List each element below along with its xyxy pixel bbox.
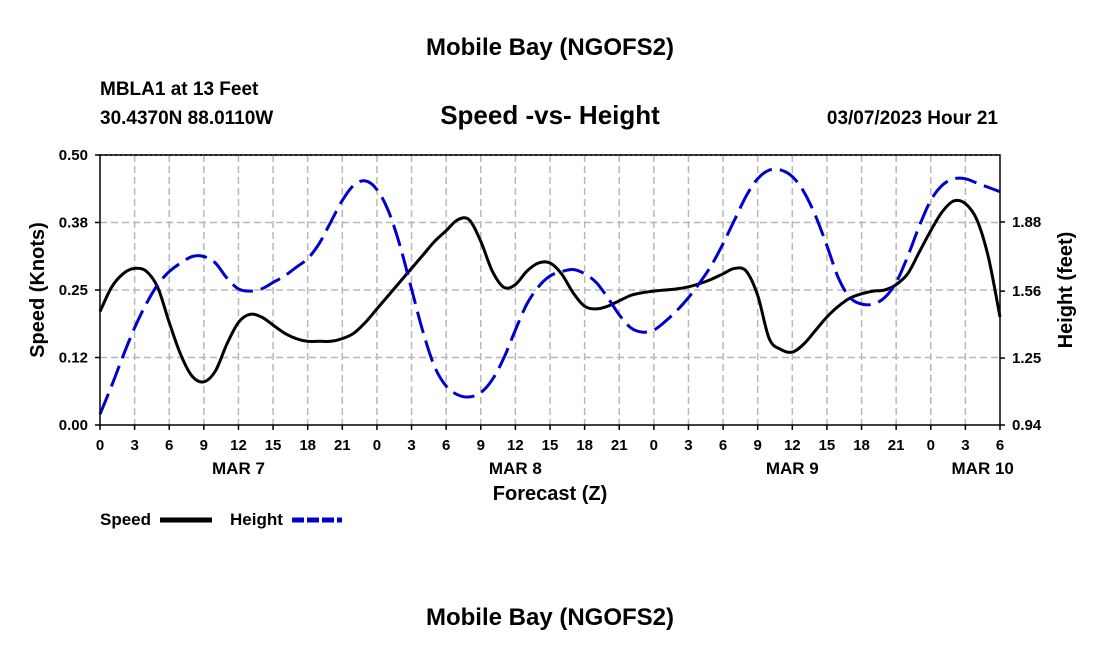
y-left-tick-label: 0.38 bbox=[59, 215, 88, 232]
x-tick-label: 21 bbox=[888, 437, 905, 454]
datetime-label: 03/07/2023 Hour 21 bbox=[827, 108, 999, 129]
x-tick-label: 3 bbox=[684, 437, 692, 454]
y-right-tick-label: 1.88 bbox=[1012, 214, 1041, 231]
series-line-speed bbox=[98, 198, 1002, 384]
x-tick-label: 15 bbox=[265, 437, 282, 454]
x-tick-label: 9 bbox=[754, 437, 762, 454]
x-tick-label: 0 bbox=[650, 437, 658, 454]
y-right-tick-label: 1.56 bbox=[1012, 283, 1041, 300]
grid bbox=[100, 155, 1000, 425]
x-tick-label: 3 bbox=[961, 437, 969, 454]
x-tick-label: 21 bbox=[334, 437, 351, 454]
x-tick-label: 0 bbox=[927, 437, 935, 454]
x-tick-label: 6 bbox=[996, 437, 1004, 454]
x-tick-label: 12 bbox=[784, 437, 801, 454]
date-label: MAR 9 bbox=[766, 459, 819, 478]
series-line-height bbox=[98, 167, 1001, 415]
y-left-tick-label: 0.25 bbox=[59, 282, 88, 299]
legend-height-label: Height bbox=[230, 510, 283, 529]
x-tick-label: 21 bbox=[611, 437, 628, 454]
legend: Speed Height bbox=[100, 510, 342, 529]
x-tick-label: 9 bbox=[477, 437, 485, 454]
top-title: Mobile Bay (NGOFS2) bbox=[426, 34, 674, 61]
x-tick-label: 15 bbox=[819, 437, 836, 454]
x-tick-label: 18 bbox=[299, 437, 316, 454]
x-tick-label: 18 bbox=[853, 437, 870, 454]
x-tick-label: 15 bbox=[542, 437, 559, 454]
chart-title: Speed -vs- Height bbox=[440, 100, 660, 130]
y-right-axis-title: Height (feet) bbox=[1055, 232, 1077, 349]
date-label: MAR 7 bbox=[212, 459, 265, 478]
x-tick-label: 18 bbox=[576, 437, 593, 454]
x-tick-label: 12 bbox=[507, 437, 524, 454]
station-label: MBLA1 at 13 Feet bbox=[100, 79, 259, 100]
x-tick-label: 6 bbox=[719, 437, 727, 454]
x-tick-label: 3 bbox=[407, 437, 415, 454]
y-left-tick-label: 0.12 bbox=[59, 350, 88, 367]
x-tick-label: 12 bbox=[230, 437, 247, 454]
date-label: MAR 10 bbox=[952, 459, 1014, 478]
bottom-title: Mobile Bay (NGOFS2) bbox=[426, 604, 674, 631]
y-right-tick-label: 1.25 bbox=[1012, 350, 1041, 367]
x-tick-label: 6 bbox=[165, 437, 173, 454]
x-tick-label: 6 bbox=[442, 437, 450, 454]
axes: 0 3 6 9 12 15 18 21 0 3 6 9 12 15 18 21 0 3 6 9 12 15 18 21 0 3 60… bbox=[59, 147, 1042, 478]
x-axis-title: Forecast (Z) bbox=[493, 483, 607, 505]
x-tick-label: 3 bbox=[130, 437, 138, 454]
date-label: MAR 8 bbox=[489, 459, 542, 478]
x-tick-label: 0 bbox=[96, 437, 104, 454]
legend-speed-label: Speed bbox=[100, 510, 151, 529]
y-left-tick-label: 0.00 bbox=[59, 417, 88, 434]
x-tick-label: 9 bbox=[200, 437, 208, 454]
x-tick-label: 0 bbox=[373, 437, 381, 454]
y-left-axis-title: Speed (Knots) bbox=[27, 222, 49, 358]
y-right-tick-label: 0.94 bbox=[1012, 417, 1042, 434]
coords-label: 30.4370N 88.0110W bbox=[100, 108, 273, 129]
series-lines bbox=[98, 167, 1002, 415]
y-left-tick-label: 0.50 bbox=[59, 147, 88, 164]
